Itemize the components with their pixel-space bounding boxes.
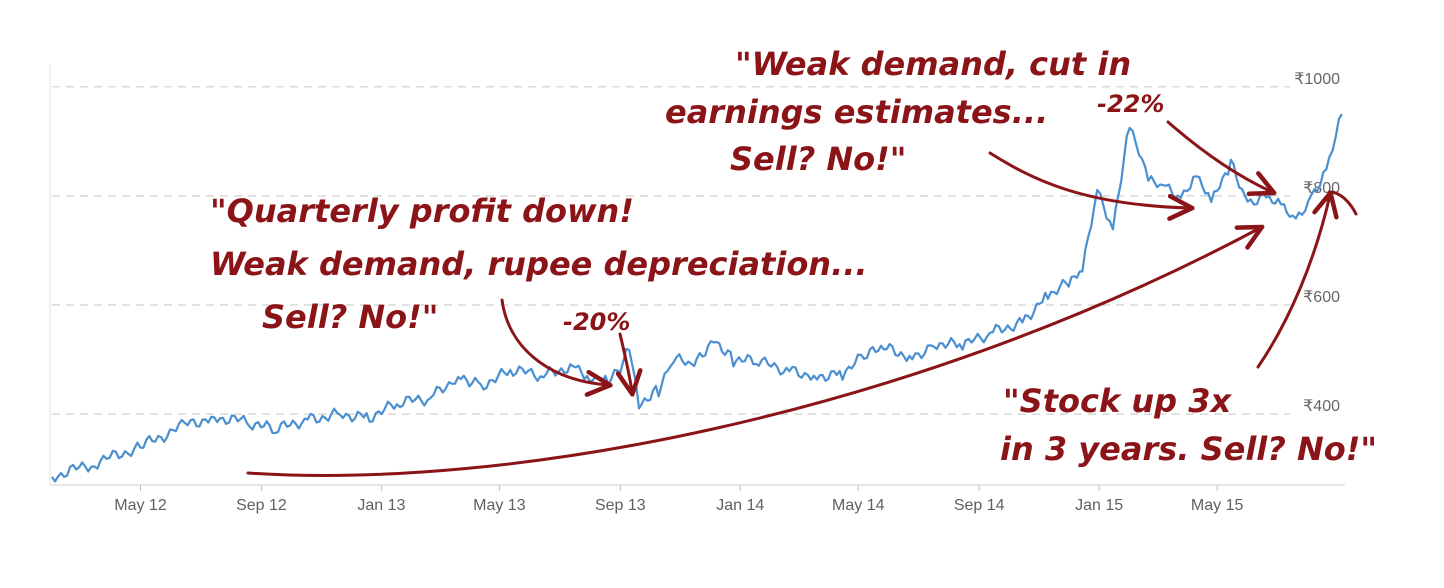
annotation-stock-up: "Stock up 3x in 3 years. Sell? No!" bbox=[1000, 382, 1377, 468]
price-series-line bbox=[51, 113, 1343, 483]
drop-20-label: -20% bbox=[563, 308, 630, 336]
x-tick-label: Jan 13 bbox=[357, 497, 405, 514]
annotation-quarterly-profit: "Quarterly profit down! Weak demand, rup… bbox=[210, 192, 868, 336]
x-tick-label: May 15 bbox=[1191, 497, 1244, 514]
x-tick-label: May 13 bbox=[473, 497, 526, 514]
y-tick-label: ₹600 bbox=[1303, 289, 1340, 306]
note3-line1: "Stock up 3x bbox=[1003, 382, 1232, 420]
arrow-to-sep13-dip bbox=[500, 298, 608, 385]
x-tick-label: Sep 14 bbox=[954, 497, 1005, 514]
x-tick-label: Jan 14 bbox=[716, 497, 764, 514]
arrow-long-trend bbox=[246, 228, 1260, 477]
arrow-stock-up bbox=[1256, 195, 1330, 369]
note1-line2: Weak demand, rupee depreciation... bbox=[210, 245, 868, 283]
arrow-peak-hook bbox=[1328, 190, 1358, 216]
note2-line3: Sell? No!" bbox=[730, 140, 906, 178]
arrow-to-22pct-low bbox=[1166, 120, 1272, 192]
x-tick-label: Sep 12 bbox=[236, 497, 287, 514]
note2-line2: earnings estimates... bbox=[665, 93, 1048, 131]
y-tick-labels: ₹400₹600₹800₹1000 bbox=[1294, 71, 1340, 415]
arrow-to-20pct-low bbox=[620, 332, 632, 392]
note1-line3: Sell? No!" bbox=[262, 298, 438, 336]
note3-line2: in 3 years. Sell? No!" bbox=[1000, 430, 1377, 468]
x-tick-label: Sep 13 bbox=[595, 497, 646, 514]
y-tick-label: ₹1000 bbox=[1294, 71, 1340, 88]
x-tick-label: May 14 bbox=[832, 497, 885, 514]
annotation-weak-demand: "Weak demand, cut in earnings estimates.… bbox=[665, 45, 1131, 178]
y-tick-label: ₹400 bbox=[1303, 398, 1340, 415]
x-tick-labels: May 12 Sep 12 Jan 13 May 13 Sep 13 Jan 14 May … bbox=[114, 485, 1243, 514]
x-tick-label: Jan 15 bbox=[1075, 497, 1123, 514]
grid-lines bbox=[52, 86, 1290, 415]
note1-line1: "Quarterly profit down! bbox=[210, 192, 634, 230]
x-tick-label: May 12 bbox=[114, 497, 167, 514]
drop-22-label: -22% bbox=[1097, 90, 1164, 118]
arrow-to-mid2015-dip bbox=[988, 151, 1190, 208]
note2-line1: "Weak demand, cut in bbox=[735, 45, 1131, 83]
